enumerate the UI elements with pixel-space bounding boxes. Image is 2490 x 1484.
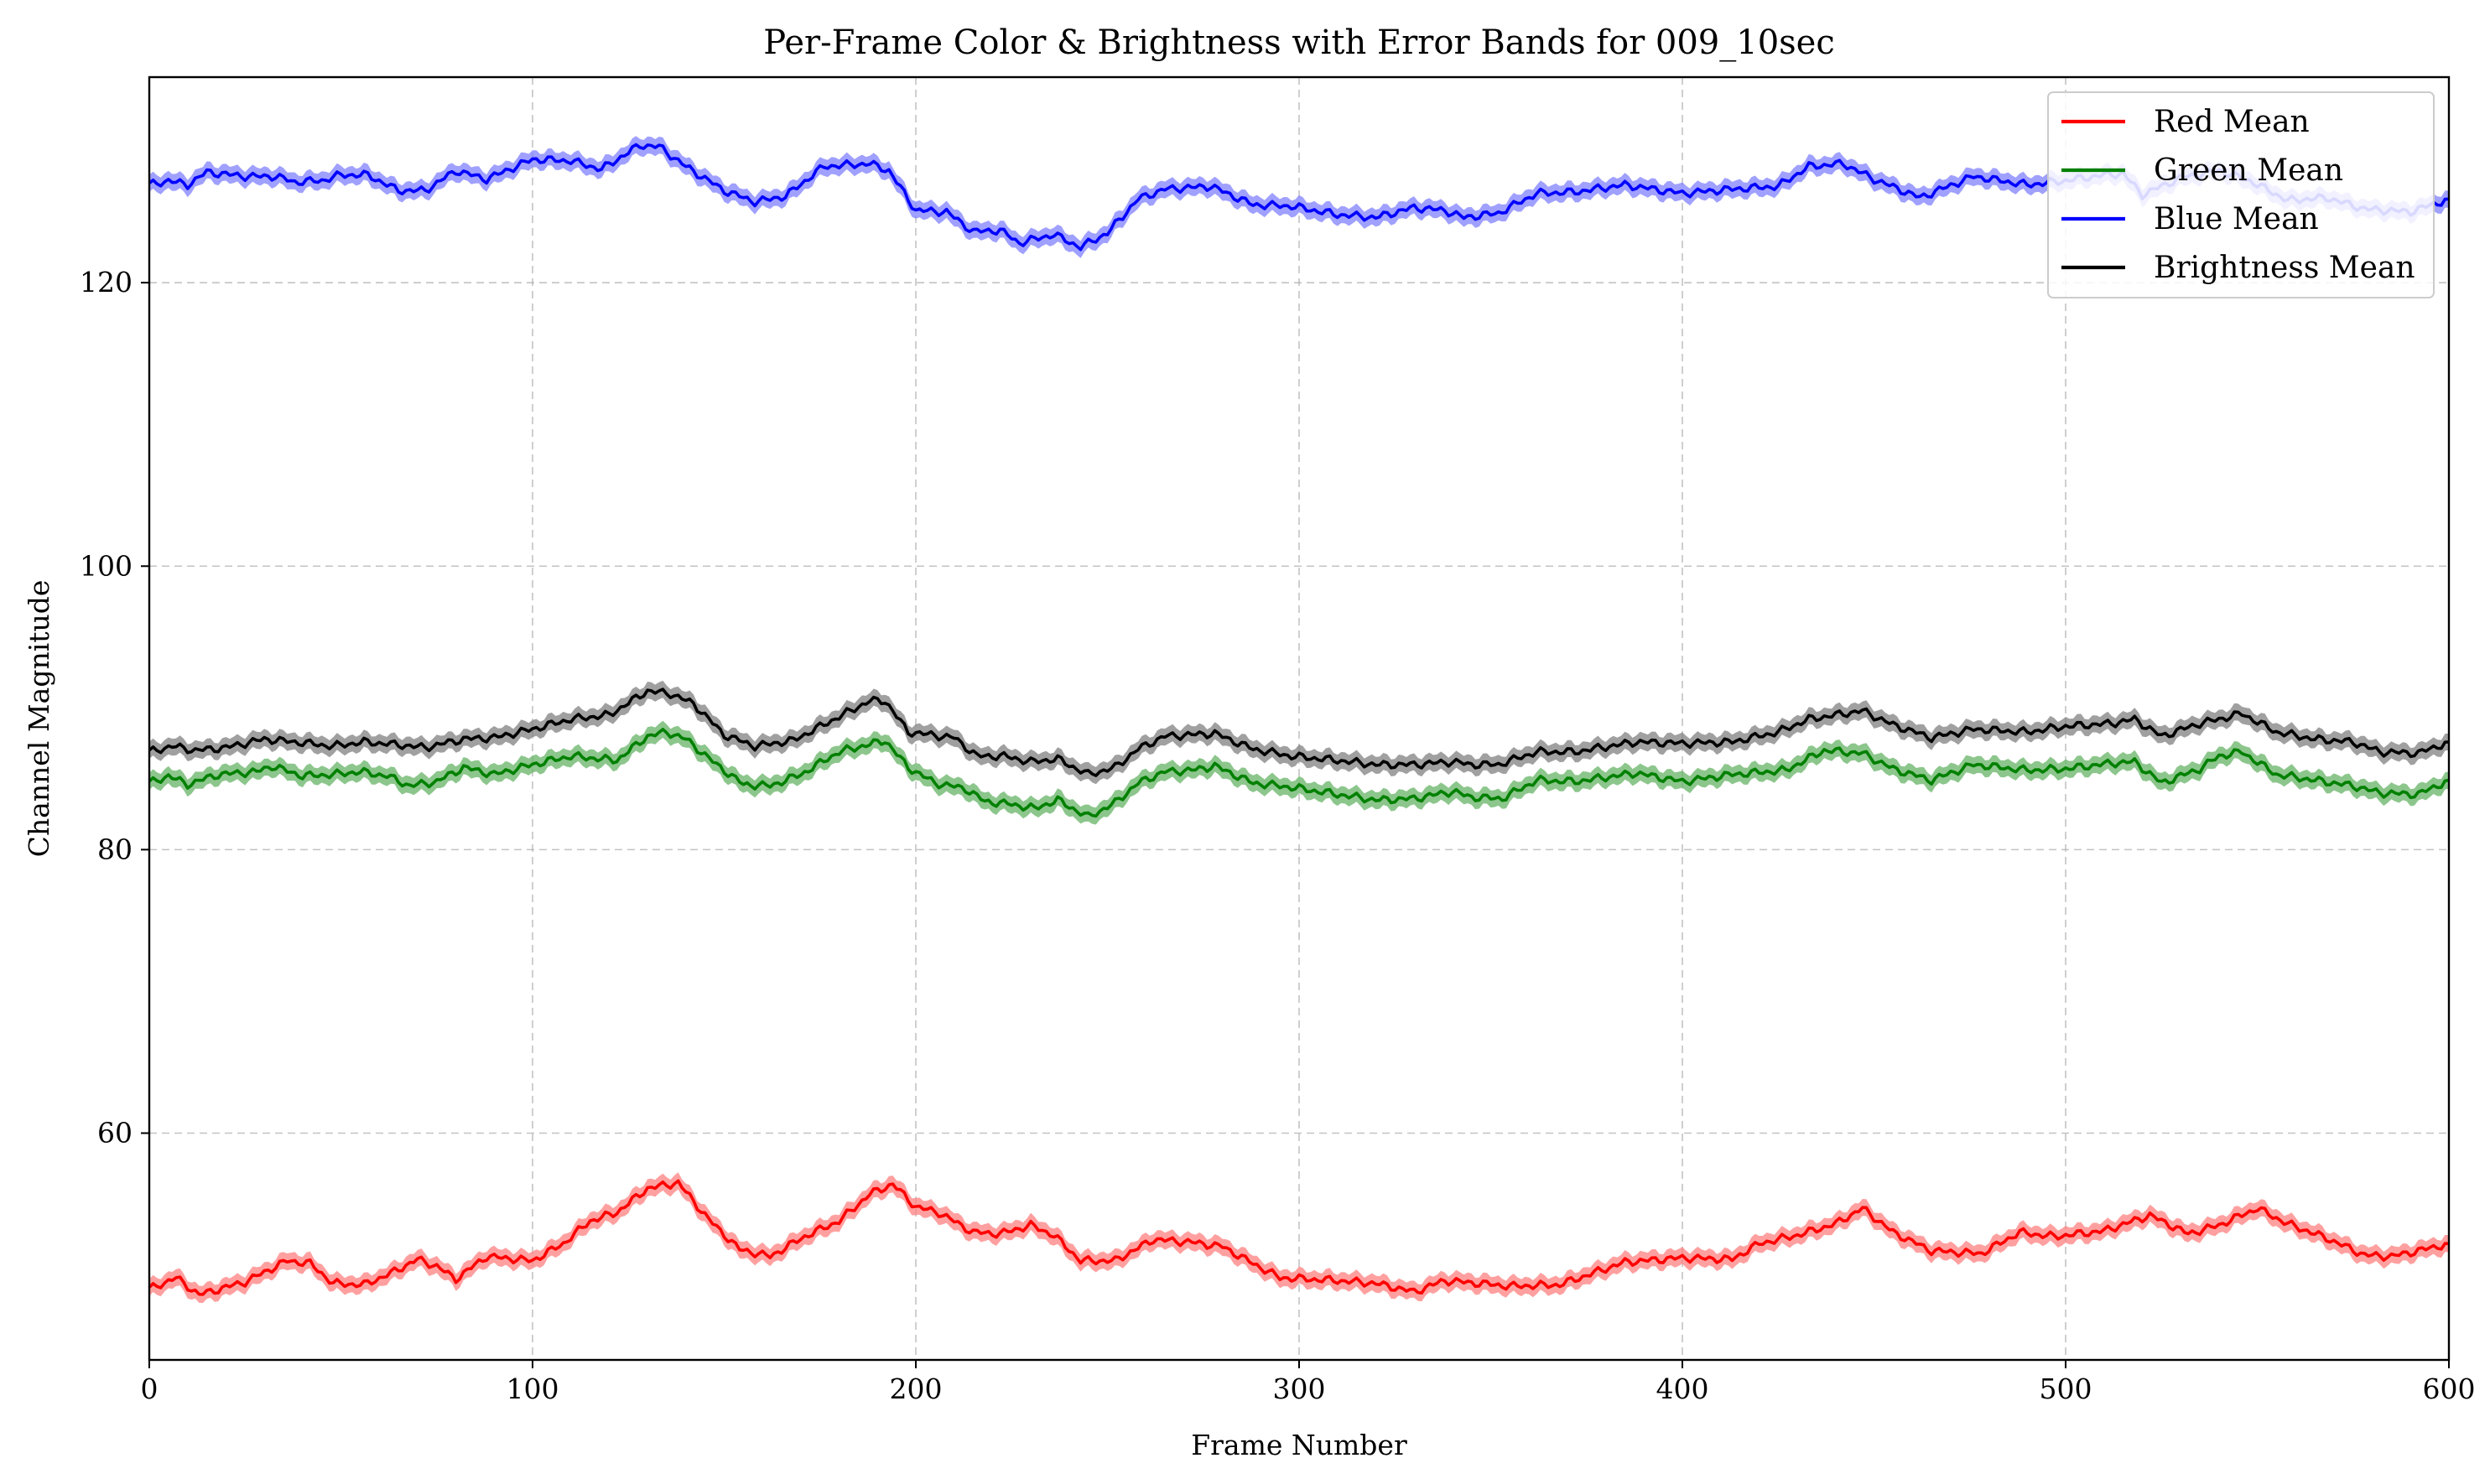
x-tick-label: 500 (2040, 1372, 2092, 1405)
series-line-0 (148, 1179, 2450, 1296)
legend: Red Mean Green Mean Blue Mean Brightness Me… (2047, 91, 2435, 298)
x-tick-label: 100 (507, 1372, 559, 1405)
x-tick-label: 600 (2423, 1372, 2476, 1405)
chart-title: Per-Frame Color & Brightness with Error … (763, 23, 1835, 62)
x-tick-label: 400 (1656, 1372, 1709, 1405)
error-band-2 (149, 136, 2449, 258)
legend-label-1: Green Mean (2154, 153, 2343, 188)
x-tick-label: 300 (1273, 1372, 1326, 1405)
legend-label-2: Blue Mean (2154, 202, 2319, 236)
axis-ticks: 0 100 200 300 400 500 600 60 80 100 120 (80, 266, 2476, 1405)
legend-box (2047, 91, 2435, 298)
y-tick-label: 60 (97, 1117, 133, 1149)
y-tick-label: 100 (80, 549, 133, 582)
legend-label-0: Red Mean (2154, 105, 2310, 139)
y-axis-label: Channel Magnitude (23, 580, 55, 858)
y-tick-label: 80 (97, 833, 133, 865)
error-band-1 (149, 720, 2449, 825)
x-tick-label: 0 (141, 1372, 159, 1405)
legend-label-3: Brightness Mean (2154, 251, 2415, 285)
y-tick-label: 120 (80, 266, 133, 298)
x-tick-label: 200 (890, 1372, 943, 1405)
series-line-1 (148, 728, 2450, 818)
series-line-3 (148, 688, 2450, 777)
x-axis-label: Frame Number (1191, 1429, 1407, 1461)
